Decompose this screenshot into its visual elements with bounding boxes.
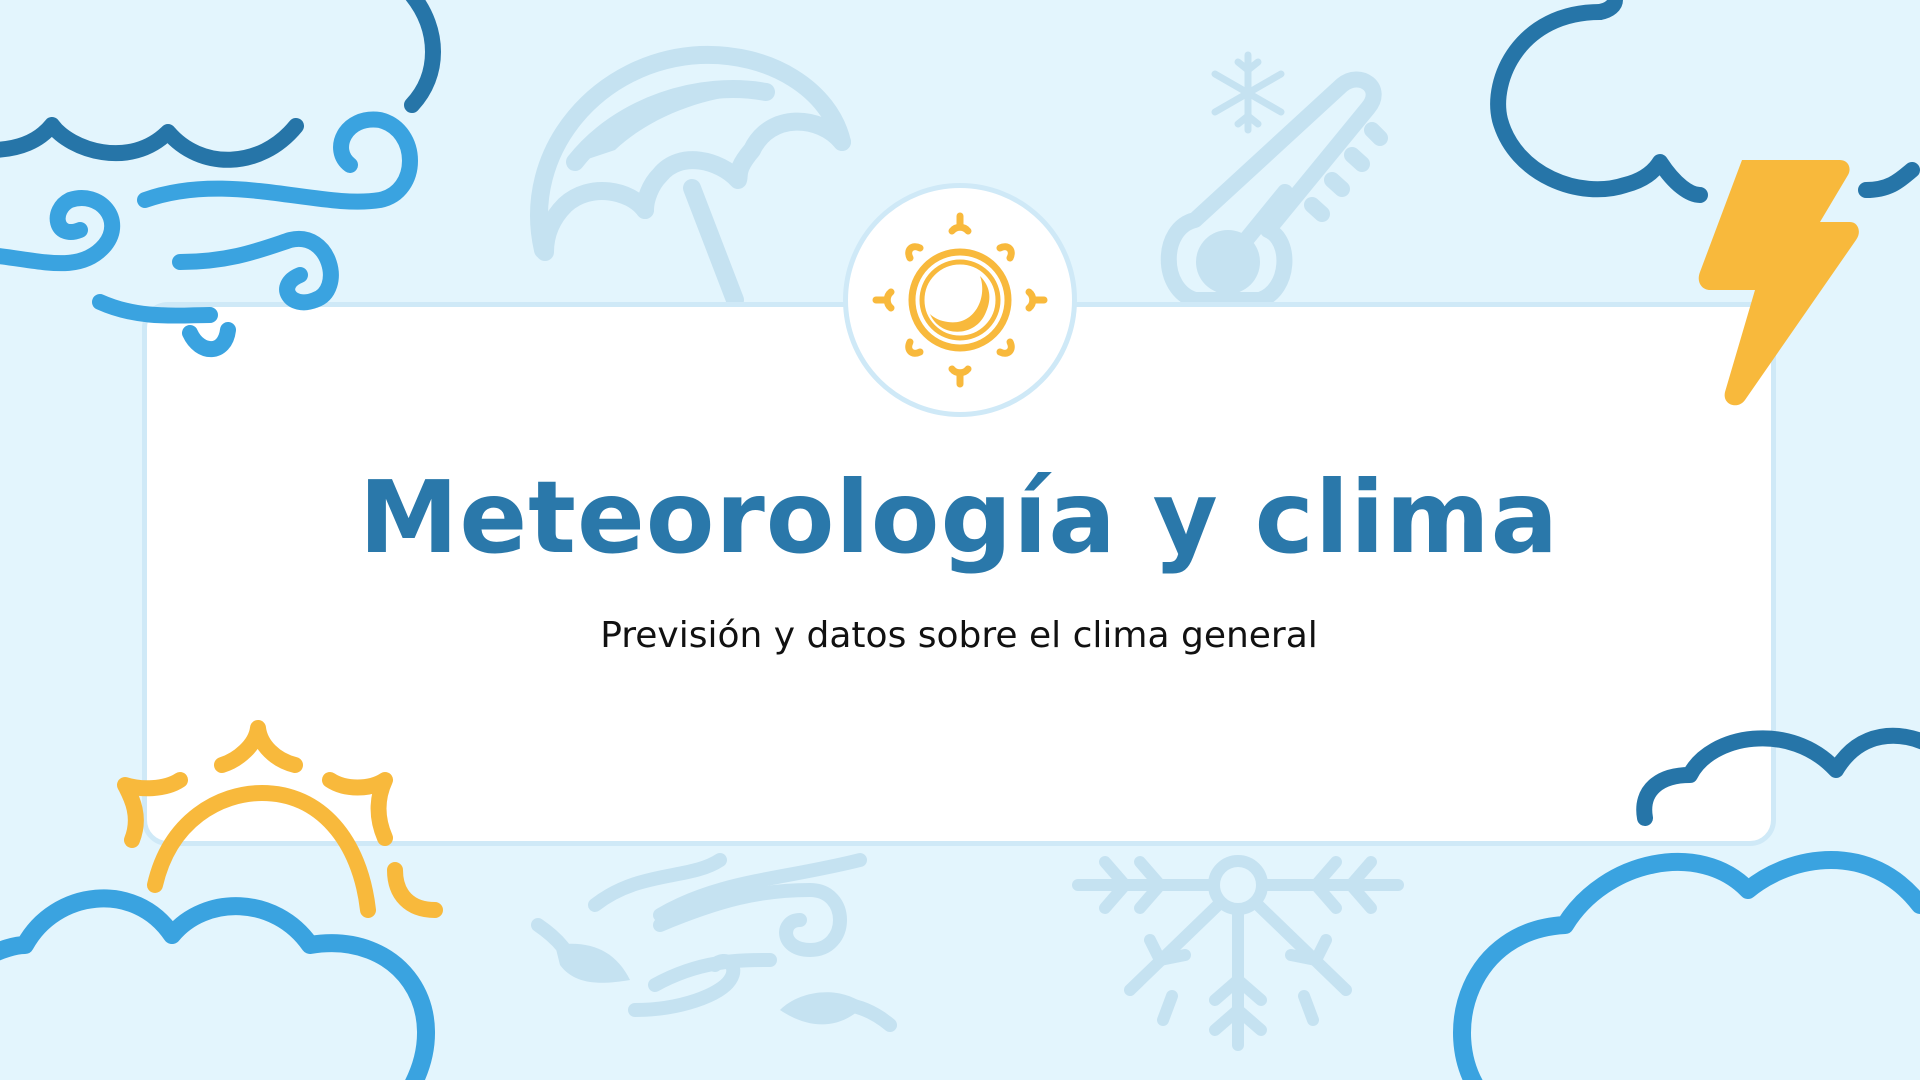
leaf-shape [555,943,630,983]
slide-subtitle: Previsión y datos sobre el clima general [600,615,1318,656]
thermometer-icon [1160,71,1388,308]
snowflake-icon [1072,855,1404,1051]
small-snowflake-icon [1211,51,1285,134]
sun-moon-badge [843,183,1077,417]
sun-moon-icon [872,212,1048,388]
leaf-shape [780,992,865,1025]
umbrella-fill [570,90,768,165]
umbrella-icon [530,45,851,309]
slide-title: Meteorología y clima [358,459,1560,576]
